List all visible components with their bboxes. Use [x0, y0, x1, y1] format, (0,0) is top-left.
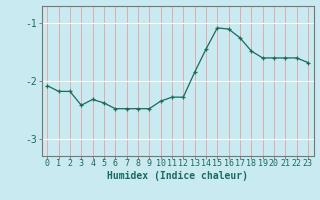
- X-axis label: Humidex (Indice chaleur): Humidex (Indice chaleur): [107, 171, 248, 181]
